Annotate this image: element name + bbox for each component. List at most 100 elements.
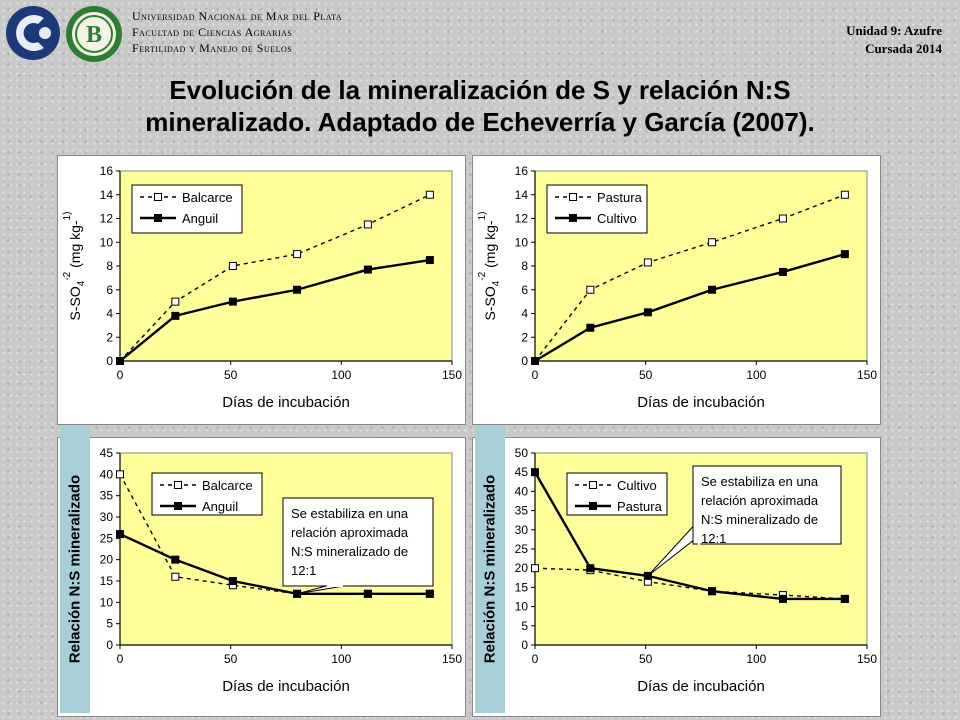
y-tick-label: 20 [100, 553, 114, 567]
data-point-cultivo [531, 564, 539, 573]
series-line-cultivo [534, 252, 846, 363]
data-point-anguil [171, 555, 180, 564]
callout-text: Se estabiliza en una relación aproximada N… [701, 474, 819, 546]
left-ylabel: Relación N:S mineralizado [66, 474, 84, 664]
y-tick-label: 12 [515, 212, 529, 226]
series-line-anguil [119, 532, 430, 596]
data-point-pastura [840, 594, 849, 603]
data-point-pastura [531, 468, 539, 477]
x-tick-label: 0 [532, 368, 539, 382]
unit-info: Unidad 9: Azufre Cursada 2014 [846, 22, 942, 58]
data-point-pastura [840, 190, 849, 199]
x-axis-label: Días de incubación [222, 678, 350, 695]
y-tick-label: 5 [106, 617, 113, 631]
chart-s-mineralization-sites: 0 2 4 6 8 10 12 14 16 0 50 100 150 Días de incubación… [62, 164, 462, 411]
y-tick-label: 4 [106, 307, 113, 321]
y-tick-label: 10 [100, 595, 114, 609]
data-point-anguil [228, 577, 237, 585]
institution-line-course: Fertilidad y Manejo de Suelos [132, 41, 293, 55]
y-tick-label: 45 [515, 465, 529, 479]
right-ylabel: Relación N:S mineralizado [481, 474, 499, 664]
data-point-balcarce [293, 250, 302, 259]
y-tick-label: 14 [515, 188, 529, 202]
y-tick-label: 12 [100, 212, 114, 226]
y-tick-label: 20 [515, 561, 529, 575]
chart-panel-ns-cultivo-pastura: 0 5 10 15 20 25 30 35 40 45 50 0 50 100 150 Días de inc… [472, 437, 881, 717]
data-point-anguil [293, 285, 302, 294]
x-axis-label: Días de incubación [222, 394, 350, 411]
y-tick-label: 2 [521, 330, 528, 344]
x-tick-label: 150 [442, 368, 462, 382]
data-point-cultivo [778, 267, 787, 276]
data-point-anguil [425, 256, 434, 265]
x-tick-label: 100 [746, 652, 766, 666]
y-tick-label: 6 [521, 283, 528, 297]
data-point-pastura [586, 564, 595, 573]
data-point-balcarce [363, 220, 372, 229]
legend-box [151, 472, 263, 516]
data-point-balcarce [425, 190, 434, 199]
y-tick-label: 5 [521, 619, 528, 633]
y-tick-label: 40 [515, 484, 529, 498]
y-tick-label: 15 [100, 574, 114, 588]
y-axis-label: S-SO4-2 (mg kg-1) [62, 212, 87, 321]
chart-panel-ns-balcarce-anguil: 0 5 10 15 20 25 30 35 40 45 0 50 100 150 Días de incub… [57, 437, 466, 717]
legend-label-balcarce: Balcarce [182, 190, 233, 205]
data-point-pastura [586, 285, 595, 294]
y-tick-label: 30 [515, 523, 529, 537]
series-line-pastura [534, 194, 846, 362]
data-point-cultivo [586, 323, 595, 332]
y-tick-label: 0 [106, 638, 113, 652]
chart-panel-s-balcarce-anguil: 0 2 4 6 8 10 12 14 16 0 50 100 150 Días de incubación… [57, 155, 466, 425]
data-point-pastura [708, 238, 717, 247]
x-tick-label: 50 [639, 652, 653, 666]
data-point-cultivo [643, 308, 652, 317]
data-point-pastura [778, 214, 787, 223]
x-tick-label: 50 [639, 368, 653, 382]
data-point-anguil [363, 265, 372, 274]
series-line-balcarce [119, 194, 431, 362]
faculty-logo: B [66, 6, 122, 62]
y-tick-label: 10 [515, 600, 529, 614]
y-tick-label: 10 [515, 235, 529, 249]
legend-marker-pastura [569, 193, 577, 201]
y-tick-label: 8 [521, 259, 528, 273]
y-tick-label: 0 [106, 354, 113, 368]
legend-label-cultivo: Cultivo [597, 211, 637, 226]
data-point-cultivo [840, 250, 849, 259]
legend-marker-balcarce [174, 481, 182, 489]
data-point-anguil [171, 311, 180, 320]
data-point-balcarce [171, 572, 180, 581]
legend-marker-balcarce [154, 193, 162, 201]
legend-marker-pastura [589, 502, 597, 510]
y-tick-label: 35 [100, 489, 114, 503]
institution-header: Universidad Nacional de Mar del Plata Fa… [132, 8, 342, 56]
legend-label-pastura: Pastura [617, 499, 663, 514]
callout-box [282, 497, 434, 587]
left-ylabel-box: Relación N:S mineralizado [60, 425, 90, 713]
legend-box [546, 184, 648, 234]
x-tick-label: 50 [224, 652, 238, 666]
data-point-pastura [778, 594, 787, 603]
data-point-anguil [425, 589, 434, 598]
unit-label: Unidad 9: Azufre [846, 23, 942, 38]
y-tick-label: 2 [106, 330, 113, 344]
y-tick-label: 40 [100, 467, 114, 481]
y-tick-label: 25 [515, 542, 529, 556]
x-tick-label: 0 [117, 652, 124, 666]
title-line-2: mineralizado. Adaptado de Echeverría y G… [145, 107, 815, 137]
data-point-anguil [363, 589, 372, 598]
x-tick-label: 150 [857, 652, 877, 666]
data-point-cultivo [708, 285, 717, 294]
y-tick-label: 16 [515, 164, 529, 178]
institution-line-university: Universidad Nacional de Mar del Plata [132, 9, 343, 23]
data-point-anguil [116, 357, 124, 365]
data-point-anguil [228, 297, 237, 306]
y-tick-label: 35 [515, 504, 529, 518]
legend-marker-cultivo [589, 481, 597, 489]
x-tick-label: 150 [442, 652, 462, 666]
legend-marker-cultivo [569, 214, 577, 222]
data-point-balcarce [171, 297, 180, 306]
series-line-anguil [119, 258, 431, 362]
y-tick-label: 0 [521, 354, 528, 368]
